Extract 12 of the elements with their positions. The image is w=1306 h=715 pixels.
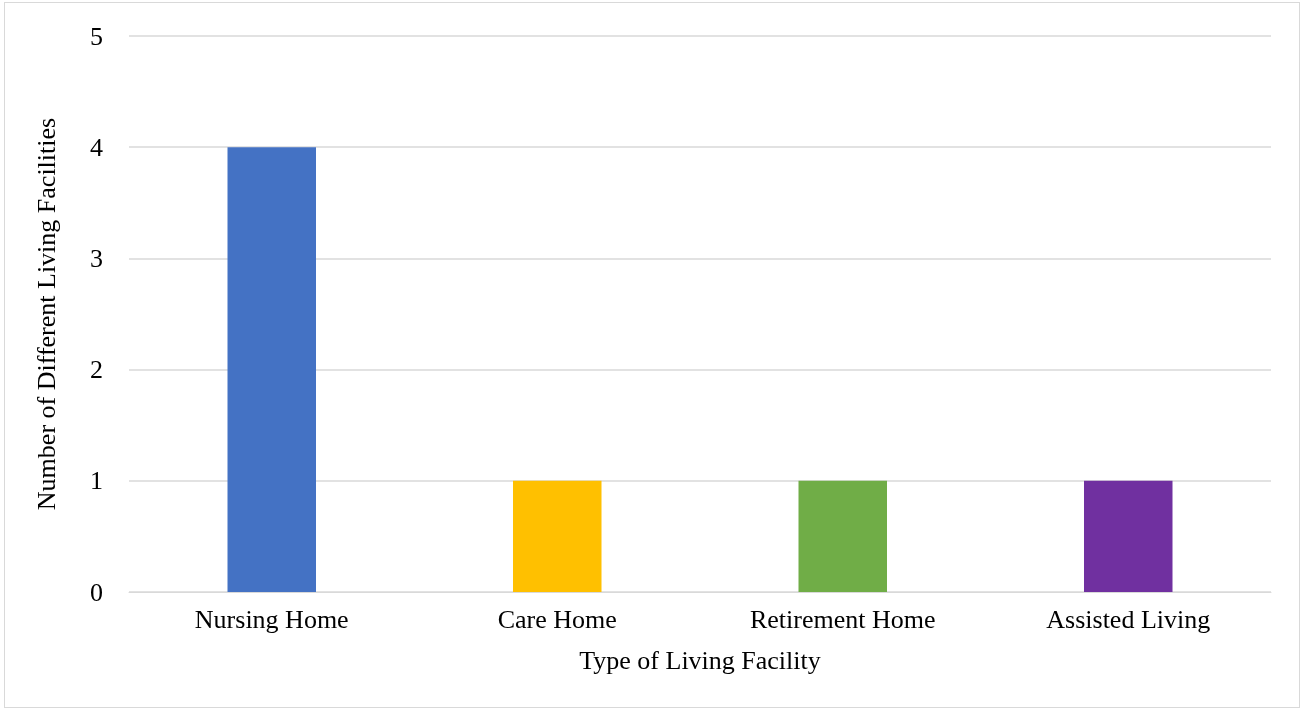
y-tick-label: 5 (90, 21, 103, 51)
x-tick-label: Assisted Living (1046, 604, 1211, 634)
x-tick-label: Care Home (497, 604, 617, 634)
y-axis-title: Number of Different Living Facilities (31, 117, 61, 511)
x-axis-title: Type of Living Facility (579, 645, 821, 675)
y-tick-label: 0 (90, 577, 103, 607)
x-tick-label: Retirement Home (749, 604, 936, 634)
x-tick-label: Nursing Home (194, 604, 349, 634)
y-tick-label: 2 (90, 355, 103, 385)
y-tick-label: 4 (90, 132, 103, 162)
y-tick-label: 3 (90, 243, 103, 273)
y-tick-label: 1 (90, 466, 103, 496)
